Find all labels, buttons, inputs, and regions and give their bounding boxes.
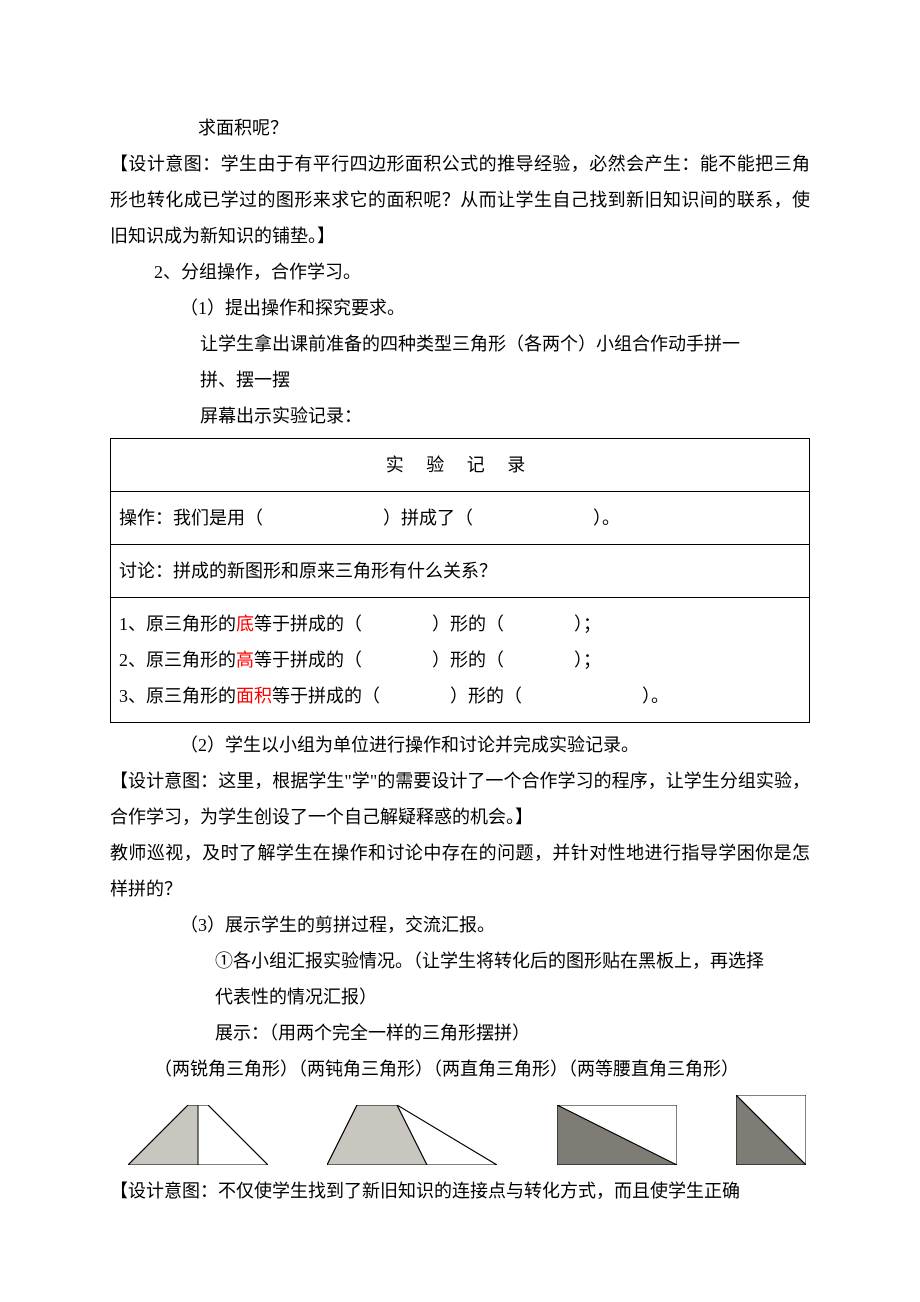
item-2-1-body-b: 拼、摆一摆	[110, 362, 810, 398]
item-2-1-body-a: 让学生拿出课前准备的四种类型三角形（各两个）小组合作动手拼一	[110, 326, 810, 362]
text: ）形的（	[432, 614, 504, 634]
shape-right-pair-icon	[557, 1105, 677, 1165]
op-text-b: ）拼成了（	[383, 508, 473, 528]
item-2-3: （3）展示学生的剪拼过程，交流汇报。	[110, 907, 810, 943]
item-2-1: （1）提出操作和探究要求。	[110, 290, 810, 326]
design-intent-1: 【设计意图：学生由于有平行四边形面积公式的推导经验，必然会产生：能不能把三角形也…	[110, 146, 810, 254]
shapes-row	[110, 1087, 810, 1173]
shape-obtuse-pair-icon	[327, 1105, 497, 1165]
highlight-base: 底	[236, 614, 254, 634]
shape-acute-pair-icon	[128, 1105, 268, 1165]
document-page: 求面积呢？ 【设计意图：学生由于有平行四边形面积公式的推导经验，必然会产生：能不…	[0, 0, 920, 1249]
section-2: 2、分组操作，合作学习。	[110, 254, 810, 290]
relation-2: 2、原三角形的高等于拼成的（ ）形的（ ）；	[119, 642, 801, 678]
exp-title-cell: 实 验 记 录	[111, 439, 810, 492]
text: ）；	[574, 614, 601, 634]
relation-1: 1、原三角形的底等于拼成的（ ）形的（ ）；	[119, 606, 801, 642]
line-continuation: 求面积呢？	[110, 110, 810, 146]
text: 3、原三角形的	[119, 686, 236, 706]
exp-row-relations: 1、原三角形的底等于拼成的（）形的（）； 2、原三角形的高等于拼成的（）形的（）…	[111, 598, 810, 723]
design-intent-2: 【设计意图：这里，根据学生"学"的需要设计了一个合作学习的程序，让学生分组实验，…	[110, 763, 810, 835]
text: ）形的（	[432, 650, 504, 670]
op-text-a: 操作：我们是用（	[119, 508, 263, 528]
teacher-note: 教师巡视，及时了解学生在操作和讨论中存在的问题，并针对性地进行指导学困你是怎样拼…	[110, 835, 810, 907]
text: ）。	[642, 686, 669, 706]
text: 等于拼成的（	[254, 650, 362, 670]
item-2-3-1b: 代表性的情况汇报）	[110, 979, 810, 1015]
exp-row-operation: 操作：我们是用（ ）拼成了（ ）。	[111, 492, 810, 545]
text: ）；	[574, 650, 601, 670]
highlight-area: 面积	[236, 686, 272, 706]
highlight-height: 高	[236, 650, 254, 670]
design-intent-3: 【设计意图：不仅使学生找到了新旧知识的连接点与转化方式，而且使学生正确	[110, 1173, 810, 1209]
item-2-3-show: 展示：（用两个完全一样的三角形摆拼）	[110, 1015, 810, 1051]
shape-iso-right-pair-icon	[736, 1095, 806, 1165]
text: 1、原三角形的	[119, 614, 236, 634]
experiment-table: 实 验 记 录 操作：我们是用（ ）拼成了（ ）。 讨论：拼成的新图形和原来三角形有…	[110, 438, 810, 723]
relation-3: 3、原三角形的面积等于拼成的（ ）形的（ ）。	[119, 678, 801, 714]
text: 等于拼成的（	[254, 614, 362, 634]
text: ）形的（	[450, 686, 522, 706]
item-2-3-1a: ①各小组汇报实验情况。（让学生将转化后的图形贴在黑板上，再选择	[110, 943, 810, 979]
shape-labels: （两锐角三角形）（两钝角三角形）（两直角三角形）（两等腰直角三角形）	[110, 1051, 810, 1087]
item-2-1-screen: 屏幕出示实验记录：	[110, 398, 810, 434]
text: 等于拼成的（	[272, 686, 380, 706]
text: 2、原三角形的	[119, 650, 236, 670]
item-2-2: （2）学生以小组为单位进行操作和讨论并完成实验记录。	[110, 727, 810, 763]
op-text-c: ）。	[593, 508, 620, 528]
exp-row-discuss: 讨论：拼成的新图形和原来三角形有什么关系？	[111, 545, 810, 598]
